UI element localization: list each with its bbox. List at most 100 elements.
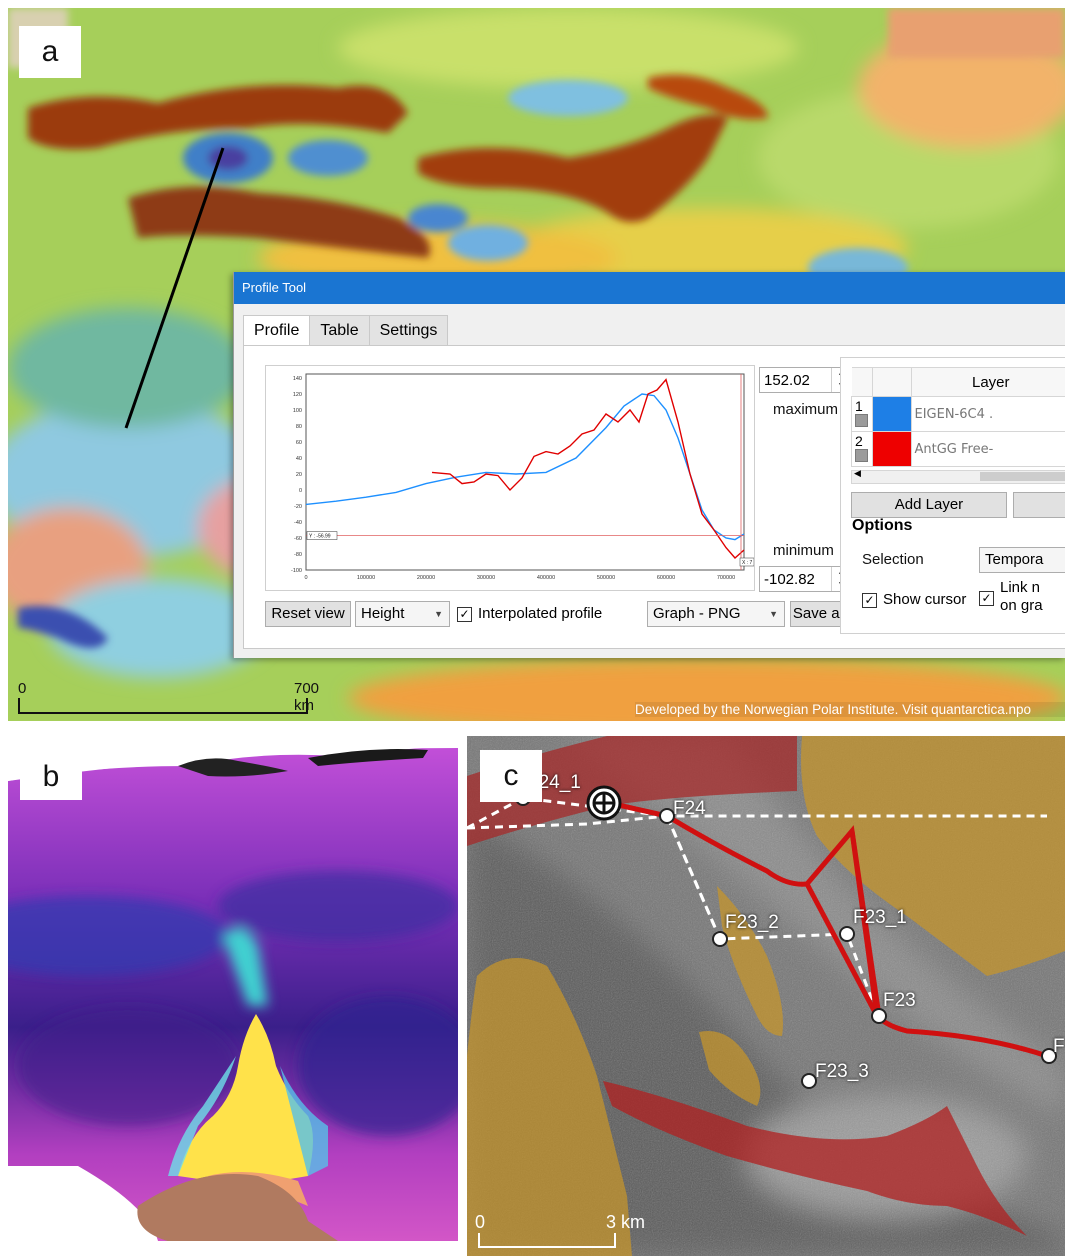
selection-label: Selection	[862, 551, 924, 568]
y-tick-label: 140	[293, 376, 302, 382]
interpolated-profile-checkbox[interactable]: ✓ Interpolated profile	[457, 603, 602, 625]
crosshair-cursor-icon[interactable]	[586, 785, 622, 821]
link-checkbox[interactable]: ✓ Link n on gra	[979, 579, 1043, 615]
height-combo-value: Height	[361, 605, 405, 622]
y-tick-label: 40	[296, 456, 302, 462]
layer-name: EIGEN-6C4 .	[910, 396, 1065, 432]
y-tick-label: 80	[296, 424, 302, 430]
survey-lines	[467, 796, 1047, 1019]
sonar-backscatter-map	[467, 736, 1065, 1256]
maximum-spinbox[interactable]: 152.02 ▲▼	[759, 367, 851, 393]
tab-settings-label: Settings	[379, 322, 438, 339]
x-tick-label: 400000	[537, 575, 555, 581]
cursor-x-label: X : 7	[742, 560, 753, 566]
scrollbar-thumb[interactable]	[980, 472, 1065, 481]
options-title: Options	[852, 517, 913, 534]
export-format-combo[interactable]: Graph - PNG ▼	[647, 601, 785, 627]
point-label: F24	[673, 798, 706, 819]
add-layer-button[interactable]: Add Layer	[851, 492, 1007, 518]
panel-a-map: a 0 700 km Developed by the Norwegian Po…	[8, 8, 1065, 721]
chevron-down-icon: ▼	[769, 609, 778, 619]
layer-color-swatch[interactable]	[871, 431, 912, 467]
cursor-y-box	[306, 531, 338, 540]
y-tick-label: 60	[296, 440, 302, 446]
cursor-y-label: Y : -56.99	[309, 534, 331, 540]
survey-point-marker[interactable]	[659, 808, 675, 824]
profile-graph-frame: 140 120 100 80 60 40 20 0 -20 -40 -60 -80 -100 0 10000…	[265, 365, 755, 591]
x-tick-label: 500000	[597, 575, 615, 581]
scale-end-c: 3 km	[606, 1212, 646, 1232]
interpolated-profile-label: Interpolated profile	[478, 605, 603, 622]
maximum-label: maximum	[773, 401, 839, 418]
tab-settings[interactable]: Settings	[368, 315, 449, 346]
tab-profile[interactable]: Profile	[243, 315, 311, 348]
survey-point-marker[interactable]	[1041, 1048, 1057, 1064]
scale-end-a: 700 km	[294, 680, 320, 714]
selection-combo[interactable]: Tempora	[979, 547, 1065, 573]
show-cursor-checkbox[interactable]: ✓ Show cursor	[862, 589, 966, 611]
layer-number: 2	[855, 433, 863, 449]
y-tick-label: 0	[299, 488, 302, 494]
survey-points-layer	[515, 785, 1057, 1089]
y-tick-label: 100	[293, 408, 302, 414]
link-label-line1: Link n	[1000, 579, 1041, 596]
scroll-left-icon[interactable]: ◀	[854, 468, 861, 478]
x-tick-label: 300000	[477, 575, 495, 581]
x-tick-label: 700000	[717, 575, 735, 581]
layer-name: AntGG Free-	[910, 431, 1065, 467]
panel-label-c: c	[480, 750, 542, 802]
layer-checkbox[interactable]	[855, 414, 868, 427]
layer-row[interactable]: 2 AntGG Free-	[851, 431, 1065, 467]
maximum-value: 152.02	[764, 372, 810, 389]
tab-bar: Profile Table Settings	[243, 315, 449, 348]
x-tick-label: 200000	[417, 575, 435, 581]
scale-bar-a-line	[18, 698, 308, 714]
survey-point-marker[interactable]	[801, 1073, 817, 1089]
profile-tool-window: Profile Tool Profile Table Settings 140 1…	[233, 272, 1065, 658]
layer-checkbox[interactable]	[855, 449, 868, 462]
series-line	[431, 378, 745, 559]
scale-start-c: 0	[475, 1212, 486, 1232]
checkbox-checked-icon: ✓	[457, 606, 472, 622]
minimum-spinbox[interactable]: -102.82 ▲▼	[759, 566, 851, 592]
minimum-value: -102.82	[764, 571, 815, 588]
bathymetry-3d-render	[8, 736, 458, 1256]
height-combo[interactable]: Height ▼	[355, 601, 450, 627]
y-tick-label: -40	[294, 520, 302, 526]
tab-profile-label: Profile	[254, 322, 300, 339]
minimum-label: minimum	[773, 542, 834, 559]
layers-header: Layer	[910, 367, 1065, 397]
tab-table[interactable]: Table	[309, 315, 370, 346]
survey-point-marker[interactable]	[839, 926, 855, 942]
y-tick-label: 20	[296, 472, 302, 478]
layer-row[interactable]: 1 EIGEN-6C4 .	[851, 396, 1065, 432]
survey-point-marker[interactable]	[871, 1008, 887, 1024]
point-label: F23	[883, 990, 916, 1011]
x-tick-label: 600000	[657, 575, 675, 581]
show-cursor-label: Show cursor	[883, 591, 967, 608]
series-line	[305, 393, 745, 541]
layers-table: Layer 1 EIGEN-6C4 . 2 AntGG Free-	[851, 367, 1065, 467]
scale-start-a: 0	[18, 680, 27, 697]
x-tick-label: 100000	[357, 575, 375, 581]
y-tick-label: 120	[293, 392, 302, 398]
tab-table-label: Table	[320, 322, 359, 339]
reset-view-button[interactable]: Reset view	[265, 601, 351, 627]
export-format-value: Graph - PNG	[653, 605, 741, 622]
chevron-down-icon: ▼	[434, 609, 443, 619]
link-label-line2: on gra	[1000, 597, 1043, 614]
y-tick-label: -80	[294, 552, 302, 558]
horizontal-scrollbar[interactable]: ◀	[851, 468, 1065, 484]
scale-bar-a: 0 700 km	[18, 680, 319, 716]
attribution-text[interactable]: Developed by the Norwegian Polar Institu…	[635, 702, 1065, 717]
window-title: Profile Tool	[234, 272, 1065, 304]
remove-layer-button[interactable]	[1013, 492, 1065, 518]
scale-bar-c	[478, 1233, 616, 1248]
panel-c-sonar-map: F24_1 F24 F23_2 F23_1 F23 F23_3 F c 0 3 …	[467, 736, 1065, 1256]
point-label: F23_2	[725, 912, 779, 933]
survey-point-marker[interactable]	[712, 931, 728, 947]
layer-color-swatch[interactable]	[871, 396, 912, 432]
y-tick-label: -20	[294, 504, 302, 510]
layers-options-pane: Layer 1 EIGEN-6C4 . 2 AntGG Free- ◀ Add …	[840, 357, 1065, 634]
